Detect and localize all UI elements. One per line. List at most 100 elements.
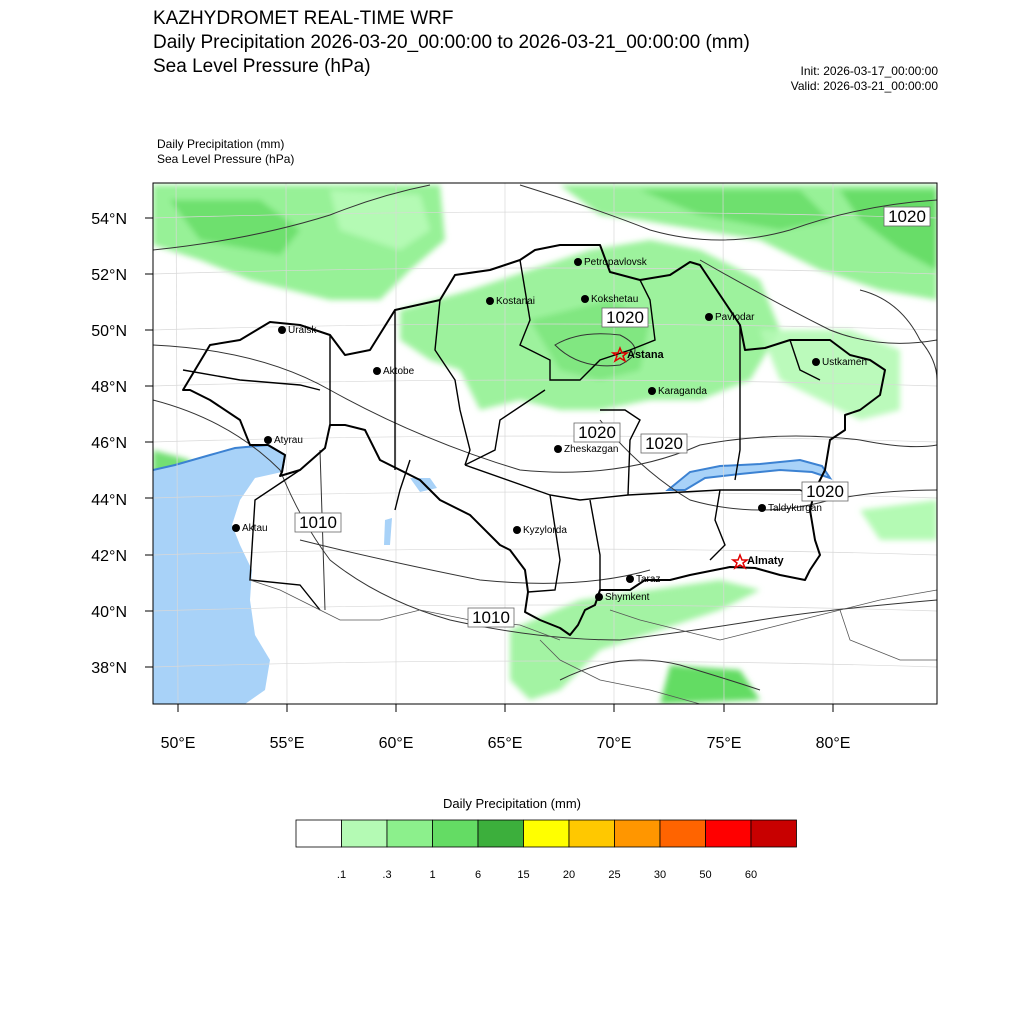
- svg-text:Zheskazgan: Zheskazgan: [564, 444, 618, 455]
- colorbar-swatch: [523, 819, 570, 848]
- contour-label: 1020: [883, 206, 931, 227]
- contour-label: 1020: [573, 422, 621, 443]
- lat-tick-label: 52°N: [91, 267, 127, 284]
- city-marker: Zheskazgan: [554, 444, 618, 455]
- colorbar-tick-label: 60: [745, 869, 757, 881]
- city-marker: Shymkent: [595, 592, 650, 603]
- lat-tick-label: 40°N: [91, 604, 127, 621]
- colorbar-tick-label: 50: [699, 869, 711, 881]
- city-marker: Atyrau: [264, 435, 303, 446]
- svg-text:1020: 1020: [578, 423, 616, 442]
- city-marker: Petropavlovsk: [574, 257, 648, 268]
- colorbar-swatch: [477, 819, 524, 848]
- svg-text:Shymkent: Shymkent: [605, 592, 650, 603]
- capital-marker: Almaty: [730, 552, 785, 570]
- lon-tick-label: 70°E: [597, 735, 632, 752]
- colorbar-swatch: [659, 819, 706, 848]
- lon-tick-label: 75°E: [707, 735, 742, 752]
- svg-text:Ustkamen: Ustkamen: [822, 357, 867, 368]
- colorbar-tick-label: 25: [608, 869, 620, 881]
- svg-text:Aktobe: Aktobe: [383, 366, 415, 377]
- map-area: 1020 1020 1020 1020 1020 1010 1010 Petro…: [153, 183, 937, 704]
- lat-tick-label: 46°N: [91, 435, 127, 452]
- colorbar-swatch: [750, 819, 797, 848]
- city-marker: Karaganda: [648, 386, 707, 397]
- colorbar: .1 .3 1 6 15 20 25 30 50 60: [295, 819, 797, 881]
- colorbar-tick-label: .3: [382, 869, 391, 881]
- map-frame: [152, 182, 938, 705]
- lake-balkhash: [665, 458, 833, 491]
- caspian-sea: [153, 445, 285, 704]
- lon-tick-label: 60°E: [379, 735, 414, 752]
- chart-title-period: Daily Precipitation 2026-03-20_00:00:00 …: [153, 32, 750, 53]
- contour-labels: 1020 1020 1020 1020 1020 1010 1010: [294, 206, 931, 628]
- colorbar-swatch: [341, 819, 388, 848]
- contour-label: 1010: [294, 512, 342, 533]
- svg-text:Kyzylorda: Kyzylorda: [523, 525, 567, 536]
- lat-tick-label: 54°N: [91, 211, 127, 228]
- city-marker: Uralsk: [278, 325, 317, 336]
- contour-label: 1010: [467, 607, 515, 628]
- axis-ticks: [145, 217, 834, 712]
- svg-text:Karaganda: Karaganda: [658, 386, 707, 397]
- colorbar-swatch: [705, 819, 752, 848]
- svg-text:Aktau: Aktau: [242, 523, 268, 534]
- svg-text:Astana: Astana: [627, 349, 665, 361]
- svg-text:Almaty: Almaty: [747, 555, 785, 567]
- svg-text:1020: 1020: [606, 308, 644, 327]
- svg-text:1010: 1010: [299, 513, 337, 532]
- svg-text:Atyrau: Atyrau: [274, 435, 303, 446]
- colorbar-tick-label: .1: [337, 869, 346, 881]
- axis-labels: 50°E 55°E 60°E 65°E 70°E 75°E 80°E 54°N …: [91, 211, 850, 752]
- field-label-precipitation: Daily Precipitation (mm): [157, 137, 285, 151]
- colorbar-tick-label: 30: [654, 869, 666, 881]
- colorbar-swatch: [614, 819, 661, 848]
- lon-tick-label: 65°E: [488, 735, 523, 752]
- city-marker: Kostanai: [486, 296, 535, 307]
- colorbar-tick-label: 20: [563, 869, 575, 881]
- svg-text:1020: 1020: [888, 207, 926, 226]
- init-time: Init: 2026-03-17_00:00:00: [800, 64, 938, 78]
- chart-title-variable: Sea Level Pressure (hPa): [153, 56, 371, 77]
- lon-tick-label: 80°E: [816, 735, 851, 752]
- field-label-pressure: Sea Level Pressure (hPa): [157, 152, 295, 166]
- svg-text:Kostanai: Kostanai: [496, 296, 535, 307]
- svg-text:Pavlodar: Pavlodar: [715, 312, 755, 323]
- kazakhstan-border: [182, 244, 886, 636]
- city-marker: Pavlodar: [705, 312, 755, 323]
- contour-label: 1020: [640, 433, 688, 454]
- lon-tick-label: 50°E: [161, 735, 196, 752]
- lat-tick-label: 38°N: [91, 660, 127, 677]
- colorbar-swatch: [568, 819, 615, 848]
- oblast-borders: [182, 259, 821, 611]
- svg-text:1010: 1010: [472, 608, 510, 627]
- lat-tick-label: 44°N: [91, 492, 127, 509]
- city-marker: Ustkamen: [812, 357, 867, 368]
- lat-tick-label: 42°N: [91, 548, 127, 565]
- city-marker: Kyzylorda: [513, 525, 567, 536]
- svg-text:1020: 1020: [645, 434, 683, 453]
- svg-text:Petropavlovsk: Petropavlovsk: [584, 257, 648, 268]
- colorbar-swatch: [386, 819, 433, 848]
- city-marker: Taldykurgan: [758, 503, 822, 514]
- svg-text:Taraz: Taraz: [636, 574, 660, 585]
- colorbar-tick-label: 1: [429, 869, 435, 881]
- isobars: [153, 184, 937, 691]
- colorbar-title: Daily Precipitation (mm): [443, 796, 581, 811]
- city-marker: Aktobe: [373, 366, 415, 377]
- lat-tick-label: 48°N: [91, 379, 127, 396]
- cities: Petropavlovsk Kostanai Kokshetau Pavloda…: [232, 257, 867, 603]
- svg-text:Taldykurgan: Taldykurgan: [768, 503, 822, 514]
- contour-label: 1020: [801, 481, 849, 502]
- colorbar-tick-label: 15: [517, 869, 529, 881]
- chart-title: KAZHYDROMET REAL-TIME WRF: [153, 8, 454, 29]
- city-marker: Aktau: [232, 523, 268, 534]
- lon-tick-label: 55°E: [270, 735, 305, 752]
- lat-tick-label: 50°N: [91, 323, 127, 340]
- svg-text:Kokshetau: Kokshetau: [591, 294, 638, 305]
- city-marker: Kokshetau: [581, 294, 638, 305]
- svg-text:Uralsk: Uralsk: [288, 325, 317, 336]
- water-bodies: [153, 443, 833, 704]
- colorbar-swatch: [432, 819, 479, 848]
